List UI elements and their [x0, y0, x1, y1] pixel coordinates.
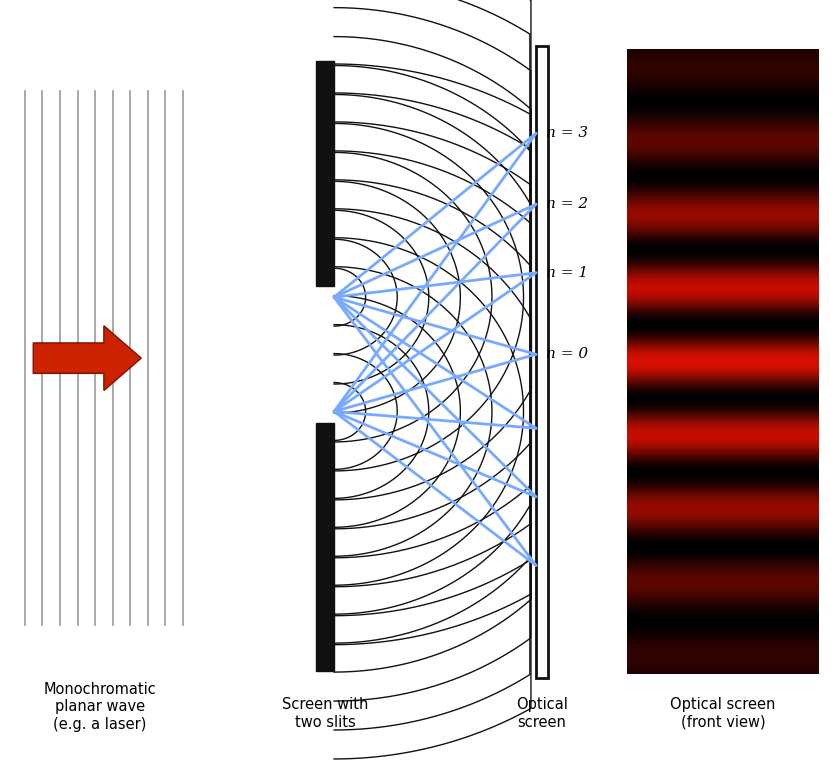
Text: Monochromatic
planar wave
(e.g. a laser): Monochromatic planar wave (e.g. a laser) — [43, 682, 156, 732]
Bar — [316, 423, 334, 671]
Bar — [316, 61, 334, 286]
Text: Optical screen
(front view): Optical screen (front view) — [671, 697, 775, 730]
Text: n = 1: n = 1 — [546, 266, 588, 280]
Text: Optical
screen: Optical screen — [516, 697, 568, 730]
Text: n = 3: n = 3 — [546, 126, 588, 140]
Bar — [536, 46, 548, 678]
Text: n = 0: n = 0 — [546, 347, 588, 361]
FancyArrow shape — [33, 326, 141, 390]
Text: Screen with
two slits: Screen with two slits — [282, 697, 368, 730]
Text: n = 2: n = 2 — [546, 197, 588, 211]
